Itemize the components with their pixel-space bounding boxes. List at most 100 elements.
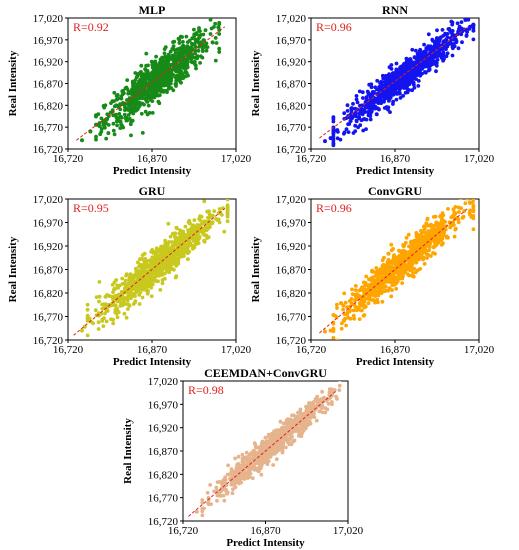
data-point bbox=[384, 76, 389, 81]
data-point bbox=[126, 291, 131, 296]
data-point bbox=[409, 250, 414, 255]
data-point bbox=[363, 304, 368, 308]
y-tick-label: 16,720 bbox=[148, 516, 179, 528]
fit-line bbox=[188, 389, 338, 517]
data-point bbox=[198, 61, 203, 65]
x-tick-label: 16,870 bbox=[250, 525, 281, 537]
data-point bbox=[358, 123, 363, 128]
data-point bbox=[224, 487, 228, 492]
x-axis-label: Predict Intensity bbox=[113, 356, 192, 368]
data-point bbox=[133, 99, 138, 104]
data-point bbox=[179, 238, 184, 243]
data-point bbox=[150, 256, 155, 261]
data-point bbox=[409, 246, 413, 251]
data-point bbox=[139, 111, 144, 116]
data-point bbox=[370, 269, 374, 274]
data-point bbox=[177, 37, 182, 42]
data-point bbox=[434, 69, 438, 74]
data-point bbox=[357, 302, 362, 306]
data-point bbox=[456, 220, 461, 225]
data-point bbox=[80, 138, 84, 143]
data-point bbox=[154, 246, 159, 251]
data-point bbox=[160, 281, 165, 286]
data-point bbox=[330, 390, 334, 395]
data-point bbox=[463, 18, 468, 22]
data-point bbox=[342, 319, 346, 323]
data-point bbox=[257, 453, 261, 457]
data-point bbox=[180, 250, 185, 254]
data-point bbox=[203, 28, 208, 33]
data-point bbox=[460, 13, 464, 17]
data-point bbox=[147, 282, 152, 286]
data-point bbox=[289, 442, 294, 447]
data-point bbox=[414, 234, 419, 239]
y-tick-label: 16,820 bbox=[276, 100, 307, 112]
y-tick-label: 16,870 bbox=[148, 446, 179, 458]
data-point bbox=[139, 63, 144, 68]
data-point bbox=[307, 401, 312, 405]
data-point bbox=[314, 405, 318, 410]
data-point bbox=[156, 82, 161, 87]
chart-title: RNN bbox=[382, 3, 408, 17]
data-point bbox=[137, 302, 142, 306]
data-point bbox=[331, 336, 336, 340]
data-point bbox=[467, 200, 472, 205]
data-point bbox=[411, 244, 416, 248]
data-point bbox=[215, 493, 220, 498]
y-tick-label: 16,770 bbox=[33, 122, 64, 134]
data-point bbox=[351, 308, 356, 313]
data-point bbox=[230, 491, 235, 496]
data-point bbox=[200, 500, 205, 505]
data-point bbox=[138, 290, 143, 295]
data-point bbox=[471, 207, 476, 212]
x-tick-label: 16,720 bbox=[168, 525, 199, 537]
data-point bbox=[315, 394, 320, 399]
data-point bbox=[323, 139, 327, 144]
data-point bbox=[142, 96, 147, 100]
data-point bbox=[433, 242, 437, 247]
data-point bbox=[456, 205, 461, 210]
data-point bbox=[171, 72, 176, 77]
data-point bbox=[451, 34, 456, 38]
data-point bbox=[226, 463, 231, 468]
data-point bbox=[432, 40, 437, 45]
data-point bbox=[101, 118, 106, 123]
data-point bbox=[309, 404, 314, 409]
data-point bbox=[186, 220, 191, 225]
data-point bbox=[174, 69, 179, 74]
subplot-2: RNN16,72016,77016,82016,87016,92016,9701… bbox=[250, 3, 495, 177]
data-point bbox=[291, 439, 296, 444]
data-point bbox=[181, 232, 186, 236]
data-point bbox=[158, 61, 162, 66]
data-point bbox=[148, 98, 153, 102]
data-point bbox=[190, 244, 195, 248]
y-tick-label: 16,770 bbox=[33, 312, 64, 324]
data-point bbox=[234, 480, 239, 485]
data-point bbox=[402, 261, 406, 265]
data-point bbox=[183, 74, 188, 79]
data-point bbox=[172, 39, 177, 44]
data-point bbox=[401, 256, 406, 261]
data-point bbox=[125, 78, 130, 82]
data-point bbox=[217, 207, 222, 211]
data-point bbox=[149, 294, 154, 299]
data-point bbox=[115, 299, 120, 304]
data-point bbox=[305, 411, 309, 416]
y-tick-label: 17,020 bbox=[276, 194, 307, 206]
data-point bbox=[221, 493, 226, 498]
data-point bbox=[411, 82, 416, 87]
data-point bbox=[331, 313, 336, 317]
data-point bbox=[292, 421, 297, 426]
data-point bbox=[170, 47, 175, 51]
data-point bbox=[240, 452, 245, 457]
data-point bbox=[434, 223, 439, 227]
data-point bbox=[85, 333, 90, 338]
data-point bbox=[217, 20, 222, 25]
data-point bbox=[99, 311, 104, 316]
x-tick-label: 16,720 bbox=[296, 344, 327, 356]
data-point bbox=[320, 389, 324, 394]
data-point bbox=[374, 112, 379, 116]
data-point bbox=[167, 65, 172, 70]
data-point bbox=[114, 311, 119, 316]
x-tick-label: 17,020 bbox=[221, 344, 252, 356]
